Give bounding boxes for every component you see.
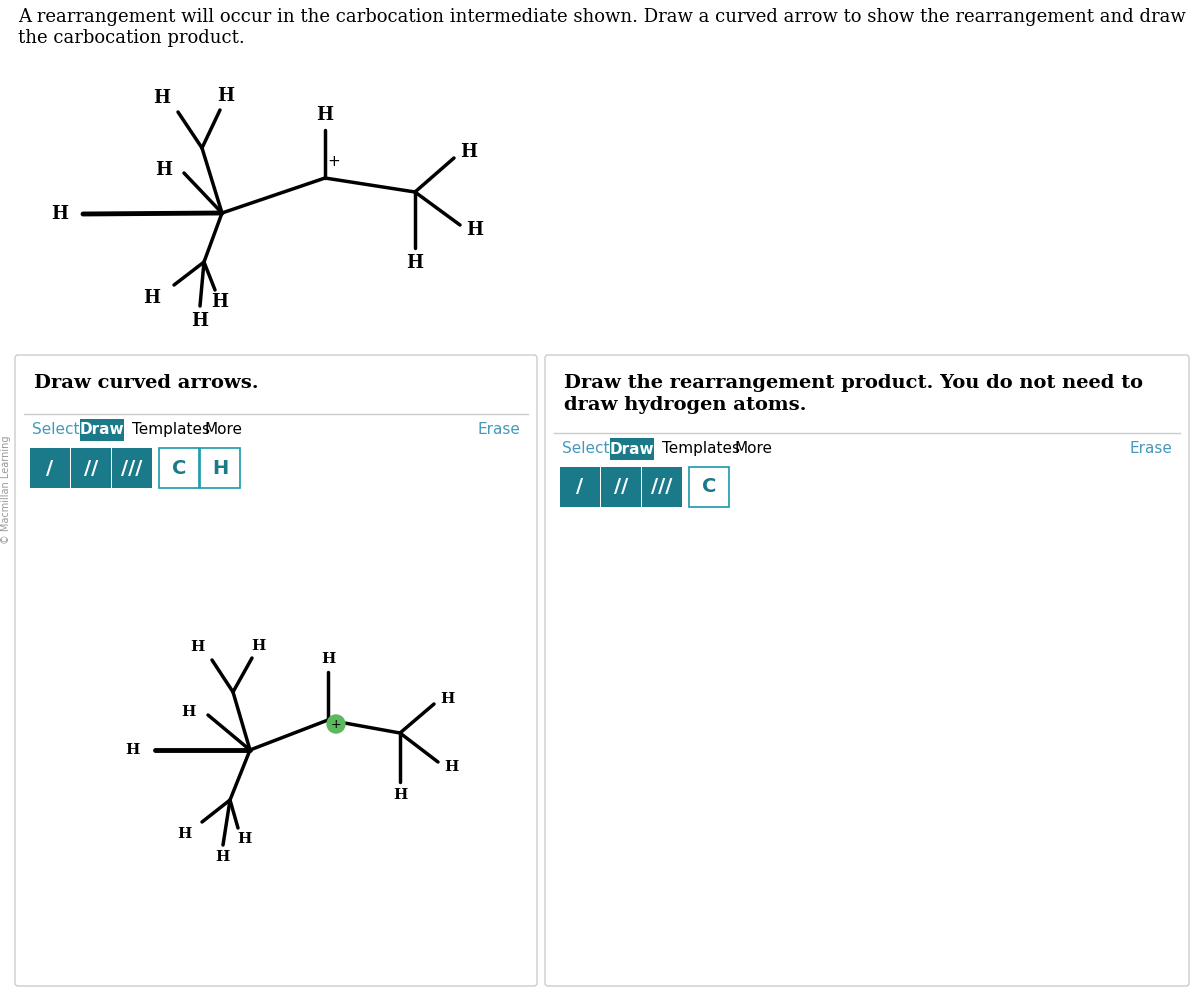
Text: Select: Select [562, 441, 610, 456]
Text: /: / [47, 459, 54, 478]
Text: /: / [576, 478, 583, 496]
Text: //: // [84, 459, 98, 478]
Text: H: H [191, 640, 205, 654]
FancyBboxPatch shape [610, 438, 654, 460]
Text: H: H [460, 143, 478, 161]
Text: Draw: Draw [79, 422, 125, 438]
FancyBboxPatch shape [158, 448, 199, 488]
Text: © Macmillan Learning: © Macmillan Learning [1, 436, 11, 544]
Text: Select: Select [32, 422, 79, 437]
Text: Templates: Templates [662, 441, 740, 456]
Text: H: H [466, 221, 482, 239]
Text: C: C [702, 478, 716, 496]
Text: +: + [326, 155, 340, 170]
Text: H: H [50, 205, 68, 223]
Text: H: H [407, 254, 424, 272]
Text: H: H [211, 293, 228, 311]
Text: H: H [444, 760, 458, 774]
Text: ///: /// [652, 478, 673, 496]
FancyBboxPatch shape [545, 355, 1189, 986]
Text: H: H [236, 832, 251, 846]
Text: H: H [217, 87, 234, 105]
Text: A rearrangement will occur in the carbocation intermediate shown. Draw a curved : A rearrangement will occur in the carboc… [18, 8, 1186, 47]
Text: H: H [440, 692, 455, 706]
Text: draw hydrogen atoms.: draw hydrogen atoms. [564, 396, 806, 414]
Text: //: // [614, 478, 628, 496]
Text: H: H [192, 312, 209, 330]
Text: H: H [251, 639, 265, 653]
FancyBboxPatch shape [80, 419, 124, 441]
FancyBboxPatch shape [112, 448, 152, 488]
FancyBboxPatch shape [200, 448, 240, 488]
Text: Draw: Draw [610, 442, 654, 457]
Text: Draw curved arrows.: Draw curved arrows. [34, 374, 259, 392]
Text: H: H [178, 827, 192, 841]
FancyBboxPatch shape [642, 467, 682, 507]
Text: +: + [331, 718, 341, 731]
Text: H: H [212, 459, 228, 478]
Text: H: H [126, 743, 140, 757]
Text: Templates: Templates [132, 422, 210, 437]
Circle shape [326, 715, 346, 733]
FancyBboxPatch shape [71, 448, 112, 488]
FancyBboxPatch shape [689, 467, 730, 507]
Text: Erase: Erase [1129, 441, 1172, 456]
Text: H: H [392, 788, 407, 802]
Text: Draw the rearrangement product. You do not need to: Draw the rearrangement product. You do n… [564, 374, 1142, 392]
Text: More: More [204, 422, 242, 437]
Text: More: More [734, 441, 772, 456]
FancyBboxPatch shape [14, 355, 538, 986]
Text: H: H [143, 289, 160, 307]
Text: H: H [154, 89, 170, 107]
Text: H: H [215, 850, 229, 864]
FancyBboxPatch shape [30, 448, 70, 488]
Text: Erase: Erase [478, 422, 520, 437]
Text: H: H [317, 106, 334, 124]
Text: C: C [172, 459, 186, 478]
Text: ///: /// [121, 459, 143, 478]
Text: H: H [320, 652, 335, 666]
Text: H: H [181, 705, 196, 719]
Text: H: H [155, 161, 172, 179]
FancyBboxPatch shape [560, 467, 600, 507]
FancyBboxPatch shape [601, 467, 641, 507]
